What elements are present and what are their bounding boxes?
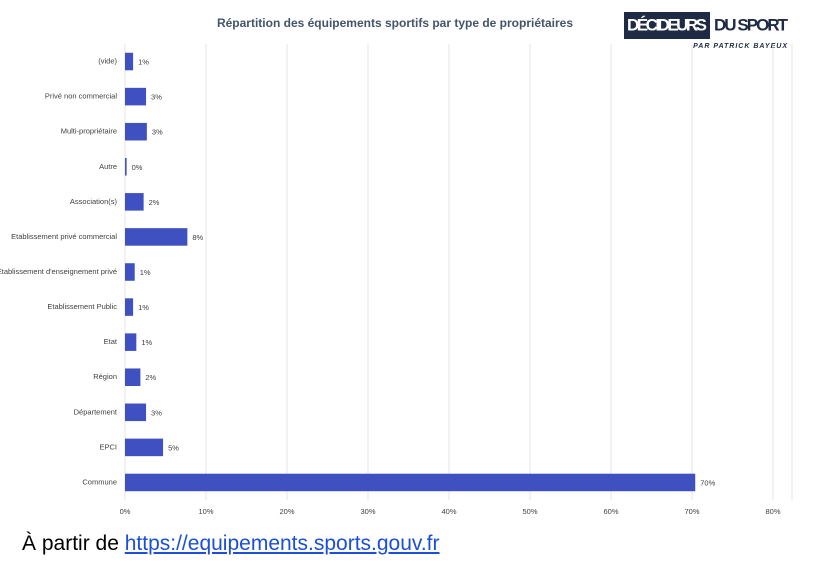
y-tick-label: Autre bbox=[99, 162, 117, 171]
x-tick-label: 20% bbox=[279, 507, 294, 516]
bar bbox=[125, 263, 135, 281]
x-tick-label: 70% bbox=[684, 507, 699, 516]
y-tick-label: EPCI bbox=[99, 442, 117, 451]
value-label: 3% bbox=[151, 93, 162, 102]
bar bbox=[125, 298, 134, 316]
y-tick-label: Multi-propriétaire bbox=[61, 127, 117, 136]
y-tick-label: Etablissement d'enseignement privé bbox=[0, 267, 117, 276]
value-label: 2% bbox=[145, 373, 156, 382]
bar bbox=[125, 193, 144, 211]
bar bbox=[125, 403, 147, 422]
y-tick-label: Département bbox=[74, 407, 118, 416]
logo-byline: PAR PATRICK BAYEUX bbox=[693, 43, 788, 50]
y-tick-label: Etat bbox=[104, 337, 118, 346]
bar bbox=[125, 438, 164, 457]
y-tick-label: (vide) bbox=[98, 57, 117, 66]
x-tick-label: 30% bbox=[360, 507, 375, 516]
value-label: 1% bbox=[140, 268, 151, 277]
source-link[interactable]: https://equipements.sports.gouv.fr bbox=[124, 532, 440, 555]
value-label: 1% bbox=[141, 338, 152, 347]
chart-title: Répartition des équipements sportifs par… bbox=[217, 16, 573, 30]
bar bbox=[125, 158, 127, 176]
logo-box bbox=[624, 12, 710, 39]
value-label: 3% bbox=[152, 128, 163, 137]
x-tick-label: 60% bbox=[603, 507, 618, 516]
x-tick-label: 10% bbox=[198, 507, 213, 516]
source: À partir de https://equipements.sports.g… bbox=[22, 532, 440, 556]
y-tick-label: Association(s) bbox=[70, 197, 118, 206]
y-tick-label: Privé non commercial bbox=[45, 92, 117, 101]
value-label: 5% bbox=[168, 443, 179, 452]
y-tick-label: Commune bbox=[82, 477, 117, 486]
y-tick-label: Etablissement privé commercial bbox=[11, 232, 117, 241]
value-label: 1% bbox=[138, 303, 149, 312]
bar bbox=[125, 87, 147, 106]
value-label: 0% bbox=[132, 163, 143, 172]
value-label: 2% bbox=[149, 198, 160, 207]
x-tick-label: 50% bbox=[522, 507, 537, 516]
logo-brand-rest: DU SPORT bbox=[714, 15, 789, 34]
logo-brand: DÉCIDEURS bbox=[627, 15, 707, 34]
source-prefix: À partir de bbox=[22, 532, 119, 555]
value-label: 1% bbox=[138, 58, 149, 67]
value-label: 8% bbox=[192, 233, 203, 242]
bar bbox=[125, 228, 188, 246]
bar bbox=[125, 368, 141, 386]
bar bbox=[125, 52, 134, 71]
x-tick-label: 80% bbox=[765, 507, 780, 516]
y-tick-label: Région bbox=[93, 372, 117, 381]
y-tick-label: Etablissement Public bbox=[47, 302, 117, 311]
chart: Répartition des équipements sportifs par… bbox=[0, 12, 793, 516]
value-label: 70% bbox=[700, 478, 715, 487]
x-tick-label: 0% bbox=[120, 507, 131, 516]
bar bbox=[125, 333, 137, 351]
x-tick-label: 40% bbox=[441, 507, 456, 516]
bar bbox=[125, 122, 147, 141]
value-label: 3% bbox=[151, 408, 162, 417]
bar bbox=[125, 473, 696, 492]
